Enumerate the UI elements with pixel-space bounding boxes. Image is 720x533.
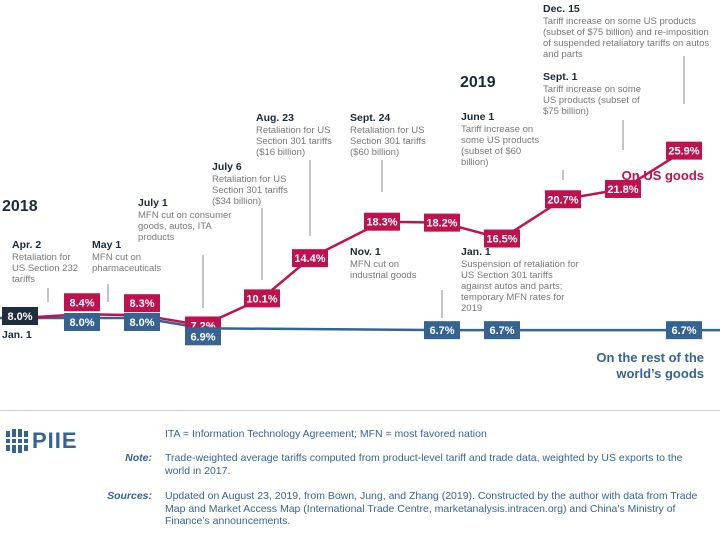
series-label-us: On US goods [621, 168, 704, 183]
sources-label: Sources: [107, 490, 152, 502]
svg-text:21.8%: 21.8% [607, 184, 638, 196]
piie-logo-icon [6, 429, 28, 453]
svg-text:6.9%: 6.9% [190, 331, 215, 343]
svg-text:8.0%: 8.0% [129, 317, 154, 329]
note-text: Trade-weighted average tariffs computed … [165, 452, 683, 477]
series-label-row: On the rest of the world’s goods [596, 350, 704, 381]
svg-text:18.3%: 18.3% [366, 217, 397, 229]
annotation-aug23: Aug. 23 Retaliation for US Section 301 ta… [256, 112, 332, 159]
svg-text:8.0%: 8.0% [69, 317, 94, 329]
data-label-us-1: 8.4% [64, 293, 100, 312]
annotation-jul1: July 1 MFN cut on consumer goods, autos, … [138, 197, 232, 244]
data-label-row-1: 8.0% [64, 313, 100, 331]
piie-logo-text: PIIE [32, 428, 78, 453]
data-label-row-6: 6.7% [666, 321, 702, 340]
svg-text:20.7%: 20.7% [547, 194, 578, 206]
svg-text:8.0%: 8.0% [7, 311, 32, 323]
data-label-us-5: 14.4% [292, 249, 328, 268]
data-label-us-8: 16.5% [484, 229, 520, 248]
svg-text:18.2%: 18.2% [426, 218, 457, 230]
annotation-sep1: Sept. 1 Tariff increase on some US produc… [543, 71, 642, 118]
value-markers: 8.4% 8.3%7.2%10.1%14.4%18.3% 18.2%16.5%20.… [2, 141, 702, 346]
data-label-us-4: 10.1% [244, 289, 280, 308]
tariff-chart: 8.4% 8.3%7.2%10.1%14.4%18.3% 18.2%16.5%20.… [0, 56, 720, 346]
year-label-2019: 2019 [460, 74, 496, 91]
data-label-us-7: 18.2% [424, 213, 460, 232]
sources-text: Updated on August 23, 2019, from Bown, J… [165, 490, 698, 527]
annotation-sep24: Sept. 24 Retaliation for US Section 301 t… [350, 112, 426, 159]
data-label-row-2: 8.0% [124, 313, 160, 331]
note-label: Note: [125, 452, 152, 464]
annotation-nov1: Nov. 1 MFN cut on industrial goods [350, 246, 417, 282]
data-label-us-10: 21.8% [605, 179, 641, 198]
data-label-us-9: 20.7% [545, 190, 581, 209]
svg-text:6.7%: 6.7% [671, 325, 696, 337]
annotation-jan1-2018: Jan. 1 [2, 329, 32, 341]
data-label-row-5: 6.7% [484, 321, 520, 340]
abbreviations-note: ITA = Information Technology Agreement; … [165, 428, 487, 440]
data-label-start: 8.0% [2, 307, 38, 325]
svg-text:8.4%: 8.4% [69, 297, 94, 309]
svg-text:25.9%: 25.9% [668, 146, 699, 158]
annotation-jan1-2019: Jan. 1 Suspension of retaliation for US S… [461, 246, 579, 315]
annotation-may1: May 1 MFN cut on pharmaceuticals [92, 239, 162, 275]
svg-text:6.7%: 6.7% [489, 325, 514, 337]
data-label-row-4: 6.7% [424, 321, 460, 340]
annotation-apr2: Apr. 2 Retaliation for US Section 232 tar… [12, 239, 79, 286]
annotation-jun1: June 1 Tariff increase on some US product… [461, 111, 540, 169]
leader-lines [47, 56, 685, 318]
annotation-dec15: Dec. 15 Tariff increase on some US produc… [543, 3, 710, 61]
data-label-us-2: 8.3% [124, 294, 160, 313]
data-label-us-11: 25.9% [666, 141, 702, 160]
svg-text:10.1%: 10.1% [246, 293, 277, 305]
year-label-2018: 2018 [2, 198, 38, 215]
svg-text:6.7%: 6.7% [429, 325, 454, 337]
data-label-row-3: 6.9% [185, 327, 221, 346]
annotation-jul6: July 6 Retaliation for US Section 301 tar… [212, 161, 288, 208]
data-label-us-6: 18.3% [364, 212, 400, 231]
piie-logo: PIIE [6, 428, 78, 454]
footer-divider [0, 410, 720, 411]
svg-text:8.3%: 8.3% [129, 298, 154, 310]
svg-text:14.4%: 14.4% [294, 253, 325, 265]
series-line-rest-of-world [0, 316, 720, 332]
svg-text:16.5%: 16.5% [486, 234, 517, 246]
